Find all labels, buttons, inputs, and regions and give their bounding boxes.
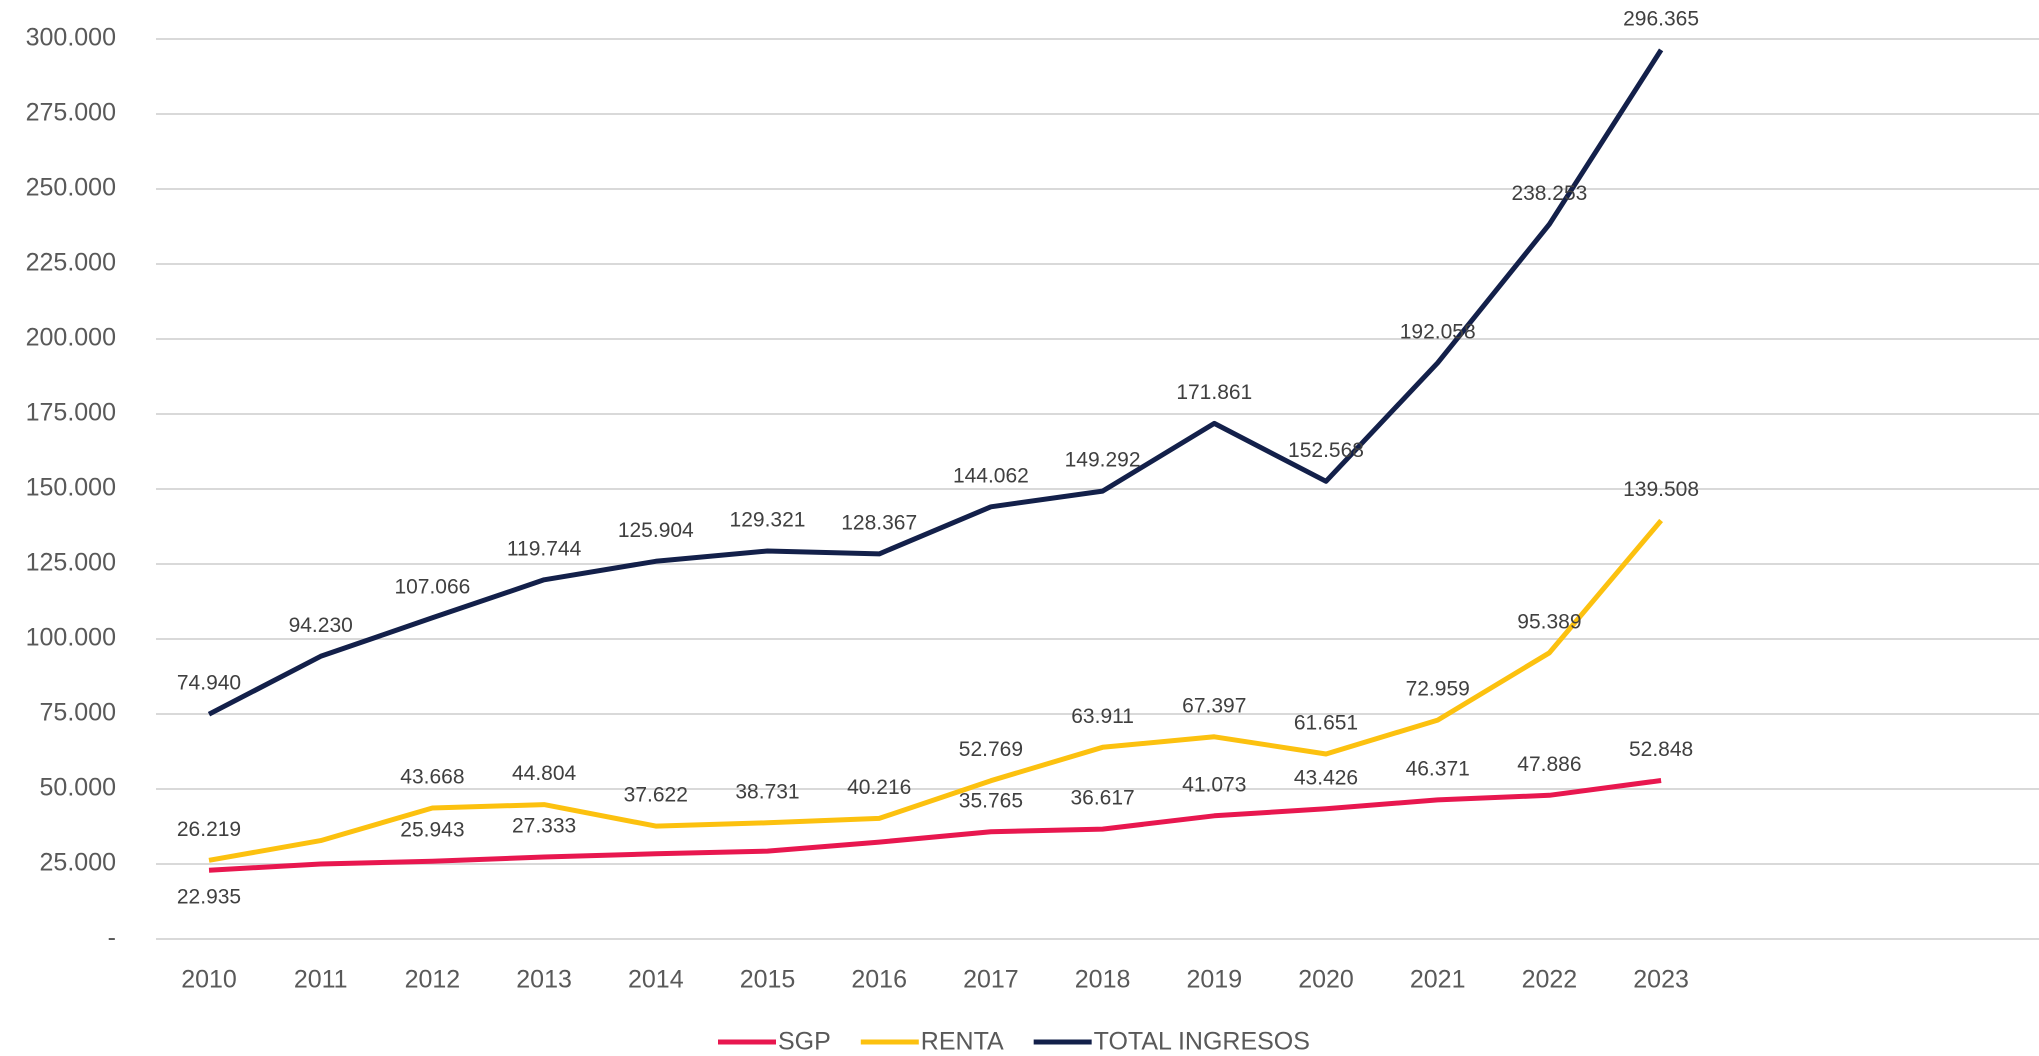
data-label: 43.668 — [400, 766, 464, 789]
data-label: 37.622 — [624, 784, 688, 807]
data-label: 149.292 — [1065, 449, 1141, 472]
y-tick-label: 50.000 — [40, 774, 116, 802]
data-label: 129.321 — [730, 509, 806, 532]
x-tick-label: 2023 — [1633, 966, 1689, 994]
series-line — [208, 778, 1662, 873]
data-label: 47.886 — [1517, 753, 1581, 776]
x-tick-label: 2011 — [294, 966, 348, 994]
y-tick-label: - — [108, 924, 116, 952]
x-tick-label: 2020 — [1298, 966, 1354, 994]
y-tick-label: 275.000 — [26, 99, 116, 127]
data-label: 38.731 — [735, 780, 799, 803]
legend-label: RENTA — [921, 1028, 1004, 1056]
data-label: 152.568 — [1288, 439, 1364, 462]
x-tick-label: 2012 — [405, 966, 461, 994]
x-tick-label: 2017 — [963, 966, 1019, 994]
x-tick-label: 2021 — [1410, 966, 1466, 994]
data-label: 52.769 — [959, 738, 1023, 761]
data-label: 61.651 — [1294, 712, 1358, 735]
data-label: 72.959 — [1406, 678, 1470, 701]
x-tick-label: 2014 — [628, 966, 684, 994]
x-tick-label: 2013 — [516, 966, 572, 994]
data-label: 74.940 — [177, 672, 241, 695]
y-tick-label: 75.000 — [40, 699, 116, 727]
data-label: 192.058 — [1400, 320, 1476, 343]
data-label: 107.066 — [394, 575, 470, 598]
x-tick-label: 2022 — [1522, 966, 1578, 994]
y-tick-label: 300.000 — [26, 24, 116, 52]
data-label: 40.216 — [847, 776, 911, 799]
legend-label: SGP — [778, 1028, 831, 1056]
y-tick-label: 25.000 — [40, 849, 116, 877]
x-tick-label: 2016 — [851, 966, 907, 994]
data-label: 46.371 — [1406, 757, 1470, 780]
y-tick-label: 250.000 — [26, 174, 116, 202]
series-line — [208, 518, 1664, 863]
data-label: 296.365 — [1623, 7, 1699, 30]
data-label: 119.744 — [507, 537, 582, 560]
legend-label: TOTAL INGRESOS — [1094, 1028, 1310, 1056]
data-label: 22.935 — [177, 886, 241, 909]
y-tick-label: 150.000 — [26, 474, 116, 502]
data-label: 125.904 — [618, 519, 694, 542]
y-tick-label: 200.000 — [26, 324, 116, 352]
data-label: 52.848 — [1629, 738, 1693, 761]
data-label: 94.230 — [289, 614, 353, 637]
x-tick-label: 2015 — [740, 966, 796, 994]
data-label: 171.861 — [1176, 381, 1252, 404]
y-tick-label: 225.000 — [26, 249, 116, 277]
series-line — [207, 48, 1664, 717]
data-label: 26.219 — [177, 818, 241, 841]
x-tick-label: 2018 — [1075, 966, 1131, 994]
y-tick-label: 175.000 — [26, 399, 116, 427]
data-label: 41.073 — [1182, 773, 1246, 796]
data-label: 63.911 — [1071, 705, 1134, 728]
y-tick-label: 100.000 — [26, 624, 116, 652]
data-label: 35.765 — [959, 789, 1023, 812]
data-label: 144.062 — [953, 464, 1029, 487]
data-label: 44.804 — [512, 762, 577, 785]
data-label: 238.253 — [1511, 182, 1587, 205]
data-label: 95.389 — [1517, 610, 1581, 633]
x-tick-label: 2010 — [181, 966, 237, 994]
data-label: 27.333 — [512, 815, 576, 838]
data-label: 36.617 — [1070, 787, 1134, 810]
y-tick-label: 125.000 — [26, 549, 116, 577]
data-label: 67.397 — [1182, 694, 1246, 717]
data-label: 128.367 — [841, 511, 917, 534]
data-label: 139.508 — [1623, 478, 1699, 501]
x-tick-label: 2019 — [1186, 966, 1242, 994]
data-label: 25.943 — [400, 819, 464, 842]
data-label: 43.426 — [1294, 766, 1358, 789]
